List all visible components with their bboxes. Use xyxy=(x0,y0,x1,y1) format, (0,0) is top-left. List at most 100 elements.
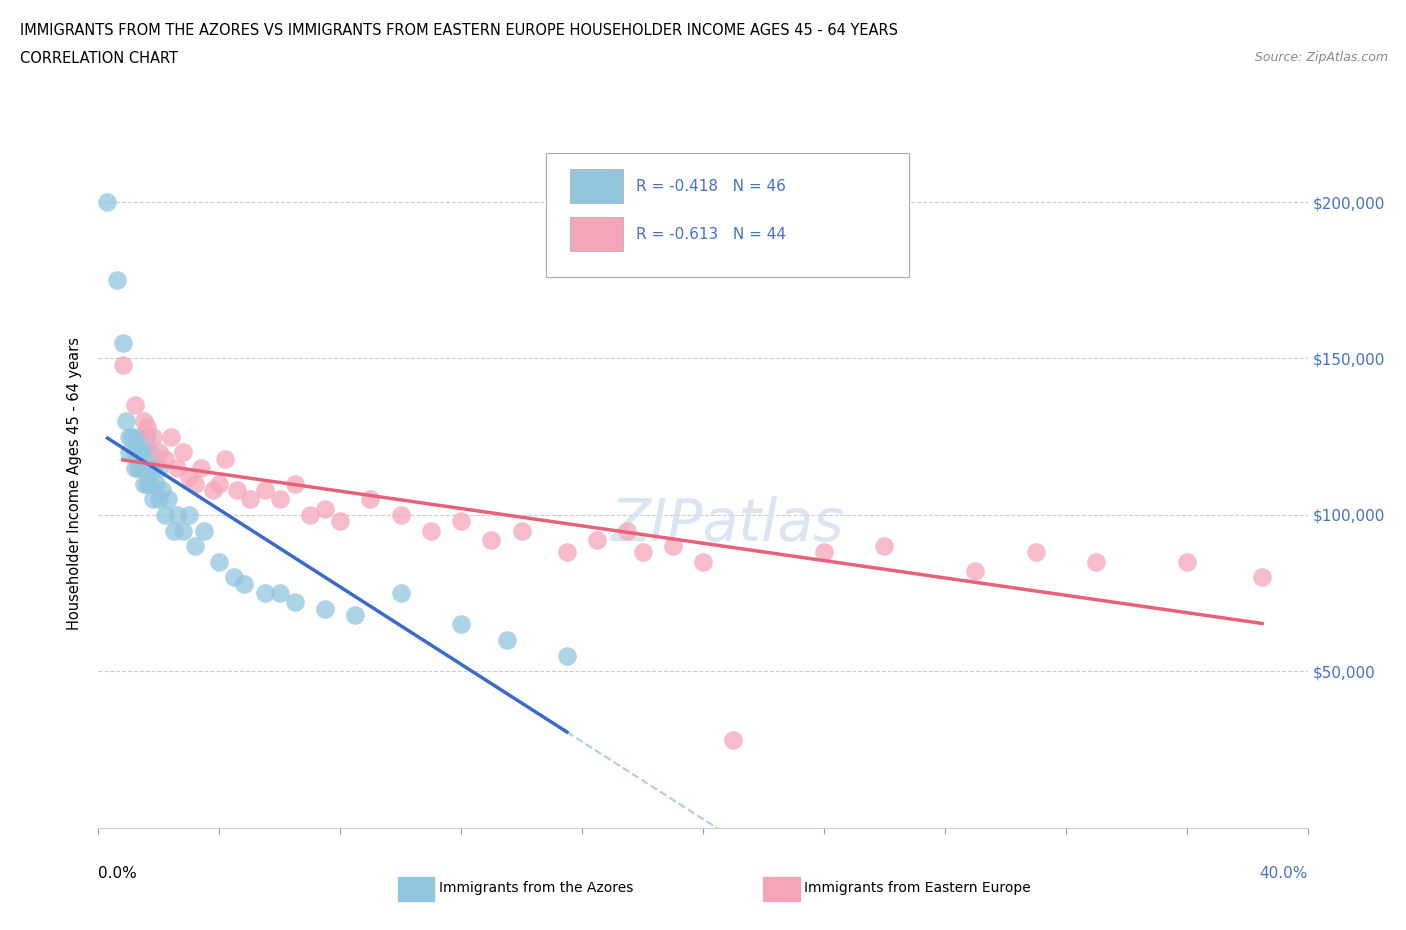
Point xyxy=(129,460,152,475)
Point xyxy=(160,430,183,445)
Point xyxy=(555,648,578,663)
FancyBboxPatch shape xyxy=(546,153,908,277)
Point xyxy=(129,445,152,459)
Point xyxy=(135,460,157,475)
Point xyxy=(314,501,336,516)
Point xyxy=(586,533,609,548)
Point xyxy=(510,523,533,538)
Point xyxy=(284,476,307,491)
Point xyxy=(208,554,231,569)
Point xyxy=(105,272,128,287)
Point xyxy=(135,476,157,491)
Point xyxy=(166,460,188,475)
Point xyxy=(179,470,201,485)
Point xyxy=(184,476,207,491)
Point xyxy=(124,460,146,475)
Point xyxy=(232,577,254,591)
Point xyxy=(156,492,179,507)
Point xyxy=(124,398,146,413)
Point xyxy=(150,483,173,498)
Point xyxy=(329,513,352,528)
Y-axis label: Householder Income Ages 45 - 64 years: Householder Income Ages 45 - 64 years xyxy=(67,337,83,631)
Point xyxy=(239,492,262,507)
Point xyxy=(299,508,322,523)
Point xyxy=(166,508,188,523)
Point xyxy=(360,492,382,507)
Point xyxy=(132,414,155,429)
Point xyxy=(965,564,987,578)
Point xyxy=(114,414,136,429)
Point xyxy=(284,595,307,610)
Point xyxy=(111,336,134,351)
Point xyxy=(124,445,146,459)
Point xyxy=(692,554,714,569)
Point xyxy=(135,419,157,434)
Point xyxy=(127,430,149,445)
Point xyxy=(1251,570,1274,585)
Point xyxy=(813,545,835,560)
Point xyxy=(389,586,412,601)
Point xyxy=(662,538,685,553)
Point xyxy=(190,460,212,475)
Text: 0.0%: 0.0% xyxy=(98,866,138,881)
Text: R = -0.418   N = 46: R = -0.418 N = 46 xyxy=(637,179,786,193)
Point xyxy=(127,460,149,475)
Point xyxy=(269,492,291,507)
Point xyxy=(616,523,638,538)
Text: Immigrants from Eastern Europe: Immigrants from Eastern Europe xyxy=(804,881,1031,896)
Point xyxy=(555,545,578,560)
Point xyxy=(111,357,134,372)
Point xyxy=(208,476,231,491)
Point xyxy=(481,533,503,548)
Point xyxy=(121,430,143,445)
Point xyxy=(132,445,155,459)
Point xyxy=(145,476,167,491)
Point xyxy=(450,513,472,528)
Point xyxy=(450,617,472,631)
Text: ZIPatlas: ZIPatlas xyxy=(610,497,844,553)
Point xyxy=(1024,545,1046,560)
Point xyxy=(142,492,165,507)
Point xyxy=(163,523,186,538)
Point xyxy=(172,523,194,538)
Point xyxy=(193,523,215,538)
Point xyxy=(132,476,155,491)
FancyBboxPatch shape xyxy=(569,218,623,251)
Text: IMMIGRANTS FROM THE AZORES VS IMMIGRANTS FROM EASTERN EUROPE HOUSEHOLDER INCOME : IMMIGRANTS FROM THE AZORES VS IMMIGRANTS… xyxy=(20,23,897,38)
Text: Immigrants from the Azores: Immigrants from the Azores xyxy=(439,881,633,896)
Point xyxy=(139,476,162,491)
Point xyxy=(118,445,141,459)
Point xyxy=(179,508,201,523)
Point xyxy=(1085,554,1108,569)
Point xyxy=(96,194,118,209)
Point xyxy=(153,451,176,466)
Point xyxy=(495,632,517,647)
Text: Source: ZipAtlas.com: Source: ZipAtlas.com xyxy=(1254,51,1388,64)
Point xyxy=(1175,554,1198,569)
Point xyxy=(202,483,225,498)
Point xyxy=(314,602,336,617)
Point xyxy=(224,570,246,585)
Point xyxy=(148,445,170,459)
Point xyxy=(142,460,165,475)
Point xyxy=(389,508,412,523)
Point xyxy=(184,538,207,553)
Point xyxy=(214,451,236,466)
Text: CORRELATION CHART: CORRELATION CHART xyxy=(20,51,177,66)
Point xyxy=(148,460,170,475)
Text: R = -0.613   N = 44: R = -0.613 N = 44 xyxy=(637,227,786,242)
FancyBboxPatch shape xyxy=(569,169,623,203)
Point xyxy=(253,483,276,498)
Point xyxy=(420,523,443,538)
Point xyxy=(344,607,367,622)
Point xyxy=(873,538,896,553)
Point xyxy=(139,445,162,459)
Point xyxy=(135,430,157,445)
Point xyxy=(153,508,176,523)
Point xyxy=(631,545,654,560)
Point xyxy=(226,483,249,498)
Point xyxy=(118,430,141,445)
Point xyxy=(269,586,291,601)
Text: 40.0%: 40.0% xyxy=(1260,866,1308,881)
Point xyxy=(142,430,165,445)
